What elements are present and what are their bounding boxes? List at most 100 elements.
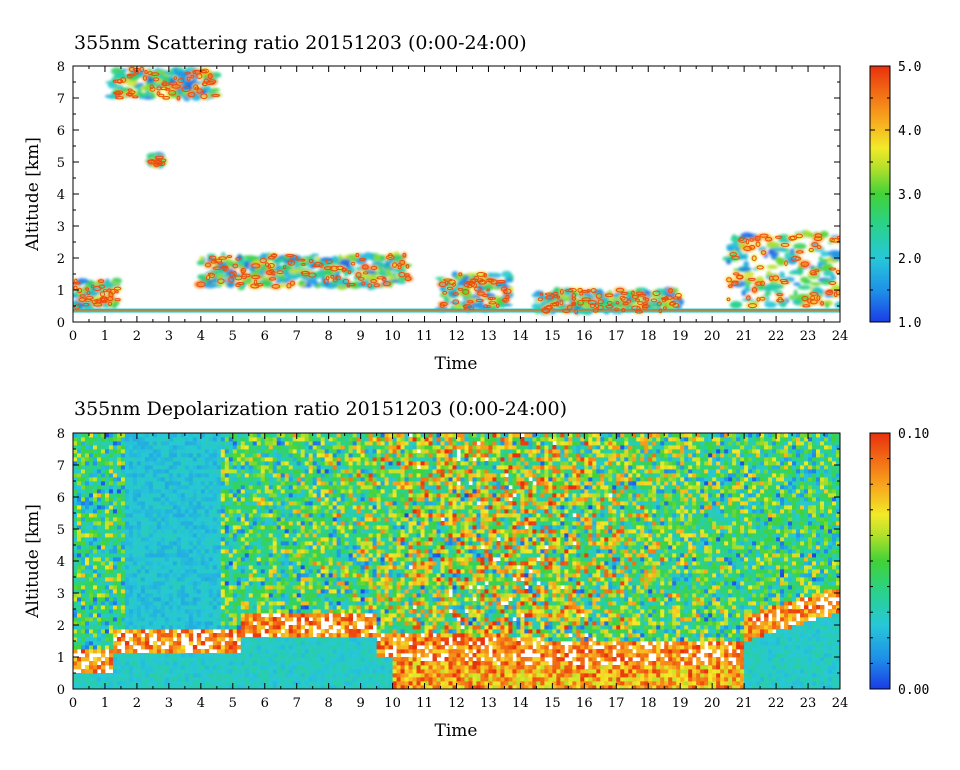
depolarization-cell [216, 541, 222, 546]
scattering-cell [360, 273, 374, 279]
scattering-cell-contour [545, 304, 552, 310]
scattering-cell-contour [550, 302, 558, 307]
depolarization-cell [108, 537, 114, 542]
depolarization-cell [124, 541, 130, 546]
scattering-cell [310, 253, 320, 257]
depolarization-cell [112, 613, 118, 618]
depolarization-cell [152, 481, 158, 486]
scattering-cell-contour [108, 291, 114, 298]
depolarization-cell [73, 433, 78, 438]
scattering-cell-contour [731, 280, 739, 284]
depolarization-cell [84, 649, 90, 654]
depolarization-cell [220, 677, 226, 682]
scattering-cell-contour [631, 290, 635, 296]
depolarization-cell [172, 489, 178, 494]
depolarization-cell [80, 473, 86, 478]
depolarization-cell [112, 581, 118, 586]
depolarization-cell [144, 533, 150, 538]
depolarization-cell [108, 625, 114, 630]
depolarization-cell [224, 461, 230, 466]
depolarization-cell [240, 501, 246, 506]
depolarization-cell [132, 509, 138, 514]
scattering-cell-contour [362, 271, 369, 275]
depolarization-cell [204, 613, 210, 618]
scattering-cell [76, 278, 89, 284]
scattering-cell-contour [564, 289, 574, 292]
scattering-cell [322, 261, 331, 268]
depolarization-cell [108, 609, 114, 614]
depolarization-cell [112, 649, 118, 654]
scattering-cell-contour [264, 262, 270, 267]
depolarization-cell [160, 537, 166, 542]
depolarization-cell [244, 605, 250, 610]
depolarization-cell [92, 477, 98, 482]
depolarization-cell [108, 445, 114, 450]
depolarization-cell [136, 529, 142, 534]
depolarization-cell [252, 581, 258, 586]
depolarization-cell [152, 533, 158, 538]
depolarization-cell [184, 445, 190, 450]
depolarization-cell [188, 669, 194, 674]
depolarization-cell [212, 505, 218, 510]
depolarization-cell [224, 505, 230, 510]
depolarization-cell [100, 469, 106, 474]
depolarization-cell [188, 441, 194, 446]
depolarization-cell [216, 553, 222, 558]
depolarization-cell [244, 473, 250, 478]
depolarization-cell [240, 629, 246, 634]
depolarization-cell [100, 533, 106, 538]
depolarization-cell [116, 665, 122, 670]
depolarization-cell [216, 469, 222, 474]
depolarization-cell [252, 445, 258, 450]
depolarization-cell [108, 509, 114, 514]
scattering-cell-contour [399, 259, 406, 266]
depolarization-cell [252, 477, 258, 482]
depolarization-cell [104, 585, 110, 590]
scattering-cell-contour [128, 66, 136, 72]
scattering-cell [764, 291, 772, 296]
depolarization-cell [160, 665, 166, 670]
scattering-cell [168, 90, 179, 99]
depolarization-cell [156, 597, 162, 602]
scattering-cell-contour [132, 95, 139, 99]
depolarization-cell [96, 529, 102, 534]
scattering-cell-contour [335, 265, 345, 271]
depolarization-cell [164, 505, 170, 510]
depolarization-cell [164, 585, 170, 590]
scattering-cell-contour [107, 288, 112, 293]
depolarization-cell [80, 593, 86, 598]
depolarization-cell [240, 553, 246, 558]
scattering-cell [226, 281, 235, 288]
depolarization-cell [188, 493, 194, 498]
depolarization-cell [152, 525, 158, 530]
depolarization-cell [116, 465, 122, 470]
depolarization-cell [96, 685, 102, 689]
depolarization-cell [160, 449, 166, 454]
depolarization-cell [248, 597, 254, 602]
scattering-cell-contour [759, 280, 765, 287]
scattering-cell-contour [776, 293, 784, 297]
depolarization-cell [73, 685, 78, 689]
depolarization-cell [112, 681, 118, 686]
depolarization-cell [104, 573, 110, 578]
scattering-cell-contour [471, 282, 478, 288]
depolarization-cell [73, 677, 78, 682]
depolarization-cell [180, 669, 186, 674]
depolarization-cell [80, 545, 86, 550]
depolarization-cell [136, 629, 142, 634]
depolarization-cell [172, 673, 178, 678]
depolarization-cell [152, 657, 158, 662]
depolarization-cell [232, 529, 238, 534]
depolarization-cell [256, 469, 262, 474]
scattering-x-tick-label: 3 [165, 329, 173, 344]
scattering-cell-contour [615, 301, 620, 305]
depolarization-cell [100, 493, 106, 498]
depolarization-cell [164, 669, 170, 674]
depolarization-cell [244, 541, 250, 546]
scattering-cell-contour [463, 305, 468, 310]
depolarization-cell [228, 465, 234, 470]
depolarization-cell [108, 633, 114, 638]
depolarization-cell [212, 593, 218, 598]
depolarization-cell [196, 501, 202, 506]
depolarization-cell [100, 481, 106, 486]
